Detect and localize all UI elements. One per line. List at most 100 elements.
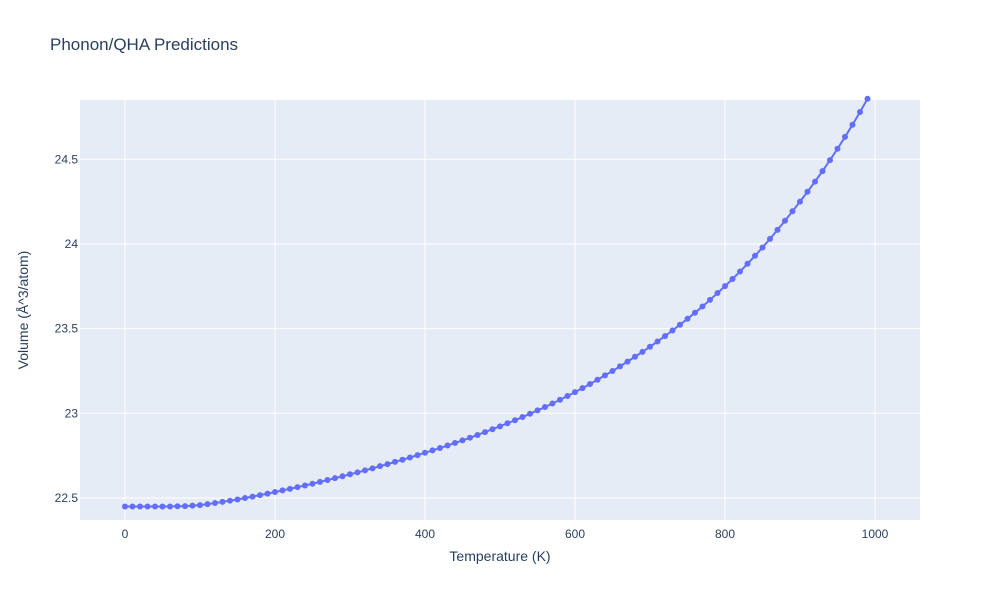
data-point <box>714 290 721 297</box>
data-point <box>452 439 458 446</box>
data-point <box>144 503 151 510</box>
data-point <box>564 393 571 400</box>
data-point <box>167 503 173 510</box>
data-point <box>489 426 496 433</box>
data-point <box>834 145 841 152</box>
data-point <box>122 503 128 510</box>
data-point <box>804 188 811 195</box>
data-point <box>789 208 796 215</box>
data-point <box>309 480 316 487</box>
data-point <box>849 121 856 128</box>
series-line <box>125 98 869 508</box>
chart-title: Phonon/QHA Predictions <box>50 35 238 54</box>
data-point <box>354 469 361 476</box>
data-point <box>737 268 743 275</box>
data-point <box>594 376 601 383</box>
data-point <box>249 493 256 500</box>
plot-area <box>80 100 920 520</box>
data-point <box>302 482 308 489</box>
data-point <box>767 235 773 242</box>
data-point <box>272 489 278 496</box>
x-axis-title: Temperature (K) <box>449 548 550 564</box>
data-point <box>549 400 556 407</box>
data-point <box>437 445 443 452</box>
data-point <box>362 467 368 474</box>
data-point <box>197 502 203 509</box>
data-point <box>602 372 608 379</box>
data-point <box>347 471 353 478</box>
data-point <box>624 358 631 365</box>
data-point <box>189 502 196 509</box>
x-tick-label: 400 <box>415 527 435 541</box>
data-point <box>722 283 728 290</box>
data-point <box>384 461 391 468</box>
data-point <box>152 503 158 510</box>
data-point <box>459 437 466 444</box>
data-point <box>864 95 871 102</box>
data-point <box>534 407 541 414</box>
x-tick-label: 200 <box>265 527 285 541</box>
data-point <box>729 276 736 283</box>
series-points <box>122 95 871 510</box>
data-point <box>587 381 593 388</box>
data-point <box>699 303 706 310</box>
x-tick-label: 600 <box>565 527 585 541</box>
data-point <box>392 458 398 465</box>
gridlines <box>80 100 920 520</box>
data-point <box>369 465 376 472</box>
data-point <box>527 410 533 417</box>
y-tick-label: 22.5 <box>55 491 79 505</box>
y-tick-label: 24 <box>65 237 79 251</box>
data-point <box>212 500 218 507</box>
data-point <box>137 503 143 510</box>
x-tick-label: 1000 <box>862 527 889 541</box>
data-point <box>669 327 676 334</box>
y-axis-title: Volume (Å^3/atom) <box>15 251 31 370</box>
data-point <box>279 487 286 494</box>
data-point <box>159 503 166 510</box>
data-point <box>474 431 481 438</box>
data-point <box>482 429 488 436</box>
data-point <box>204 501 211 508</box>
data-point <box>227 497 233 504</box>
data-point <box>579 385 586 392</box>
data-point <box>542 404 548 411</box>
data-point <box>684 315 691 322</box>
data-point <box>234 496 241 503</box>
data-point <box>287 485 293 492</box>
data-point <box>512 417 518 424</box>
y-tick-label: 24.5 <box>55 152 79 166</box>
data-point <box>677 321 683 328</box>
x-tick-label: 0 <box>122 527 129 541</box>
data-point <box>332 475 338 482</box>
data-point <box>129 503 136 510</box>
data-point <box>519 414 526 421</box>
data-point <box>782 217 788 224</box>
data-point <box>812 178 818 185</box>
data-point <box>609 367 616 374</box>
data-point <box>827 157 833 164</box>
data-point <box>759 244 766 251</box>
data-point <box>692 309 698 316</box>
data-point <box>842 133 848 140</box>
data-point <box>414 452 421 459</box>
data-point <box>257 492 263 499</box>
data-point <box>497 423 503 430</box>
data-point <box>572 389 578 396</box>
data-point <box>662 333 668 340</box>
data-point <box>174 503 181 510</box>
data-point <box>557 396 563 403</box>
data-point <box>654 338 661 345</box>
data-point <box>707 296 713 303</box>
data-point <box>819 168 826 175</box>
data-point <box>647 343 653 350</box>
data-point <box>182 503 188 510</box>
data-point <box>294 484 301 491</box>
data-point <box>429 447 436 454</box>
data-point <box>422 449 428 456</box>
data-point <box>639 348 646 355</box>
data-point <box>324 477 331 484</box>
x-tick-label: 800 <box>715 527 735 541</box>
x-axis-ticks: 0 200 400 600 800 1000 <box>122 527 889 541</box>
